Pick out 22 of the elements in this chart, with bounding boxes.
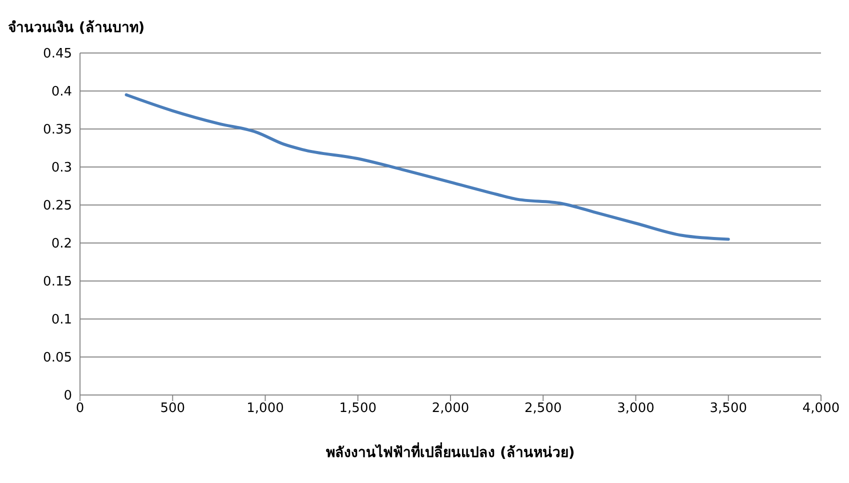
y-tick-label: 0.25 — [43, 198, 72, 214]
x-tick-label: 1,500 — [339, 401, 376, 416]
x-axis-title: พลังงานไฟฟ้าที่เปลี่ยนแปลง (ล้านหน่วย) — [326, 442, 575, 461]
y-tick-label: 0.3 — [51, 160, 72, 176]
x-tick-label: 2,500 — [524, 401, 562, 416]
x-tick-label: 2,000 — [432, 401, 470, 416]
x-tick-label: 500 — [160, 401, 186, 416]
x-tick-label: 4,000 — [802, 401, 840, 416]
y-tick-label: 0.45 — [43, 46, 72, 62]
y-tick-label: 0.1 — [51, 312, 72, 328]
y-tick-label: 0.4 — [51, 84, 72, 100]
y-tick-label: 0.15 — [43, 274, 72, 290]
y-axis-title: จำนวนเงิน (ล้านบาท) — [8, 19, 145, 38]
y-tick-label: 0.05 — [43, 350, 72, 366]
x-tick-label: 0 — [76, 401, 84, 416]
y-tick-label: 0 — [64, 388, 72, 404]
x-tick-label: 3,000 — [617, 401, 654, 416]
y-tick-label: 0.35 — [43, 122, 72, 138]
line-series — [124, 93, 730, 241]
x-tick-label: 1,000 — [246, 401, 284, 416]
y-tick-label: 0.2 — [51, 236, 72, 252]
x-tick-label: 3,500 — [710, 401, 747, 416]
